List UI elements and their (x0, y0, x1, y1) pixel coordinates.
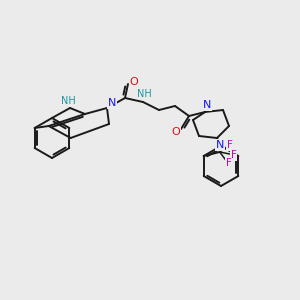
Text: NH: NH (61, 96, 75, 106)
Text: N: N (203, 100, 211, 110)
Text: O: O (130, 77, 138, 87)
Text: NH: NH (136, 89, 152, 99)
Text: O: O (172, 127, 180, 137)
Text: F: F (226, 158, 232, 168)
Text: N: N (216, 140, 224, 150)
Text: F: F (231, 150, 237, 160)
Text: N: N (108, 98, 116, 108)
Text: F: F (227, 140, 233, 150)
